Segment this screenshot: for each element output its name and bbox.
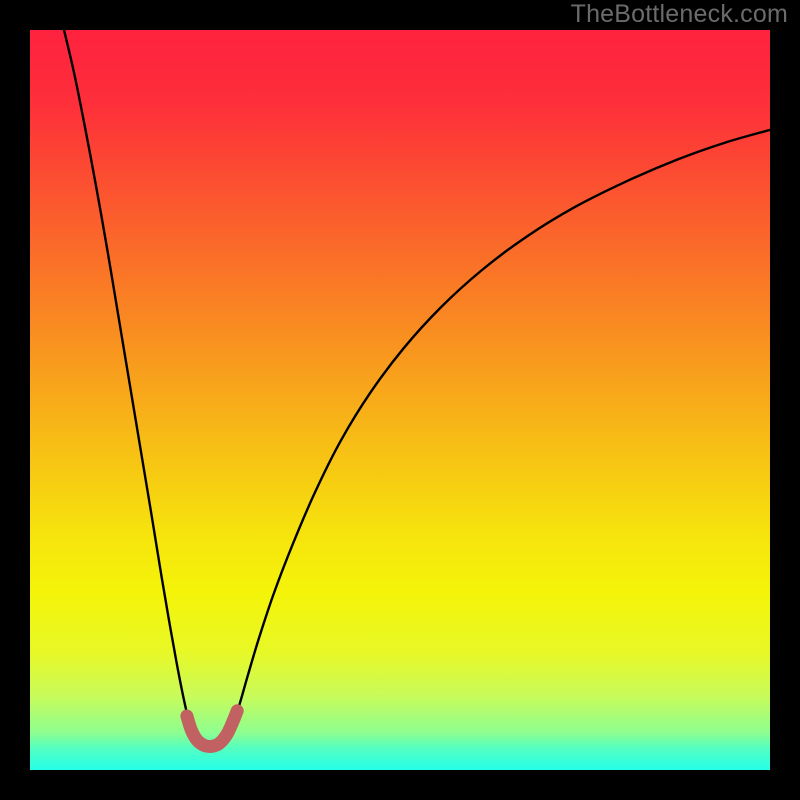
gradient-background (30, 30, 770, 770)
bottleneck-chart (0, 0, 800, 800)
chart-frame: TheBottleneck.com (0, 0, 800, 800)
watermark-text: TheBottleneck.com (571, 0, 788, 29)
